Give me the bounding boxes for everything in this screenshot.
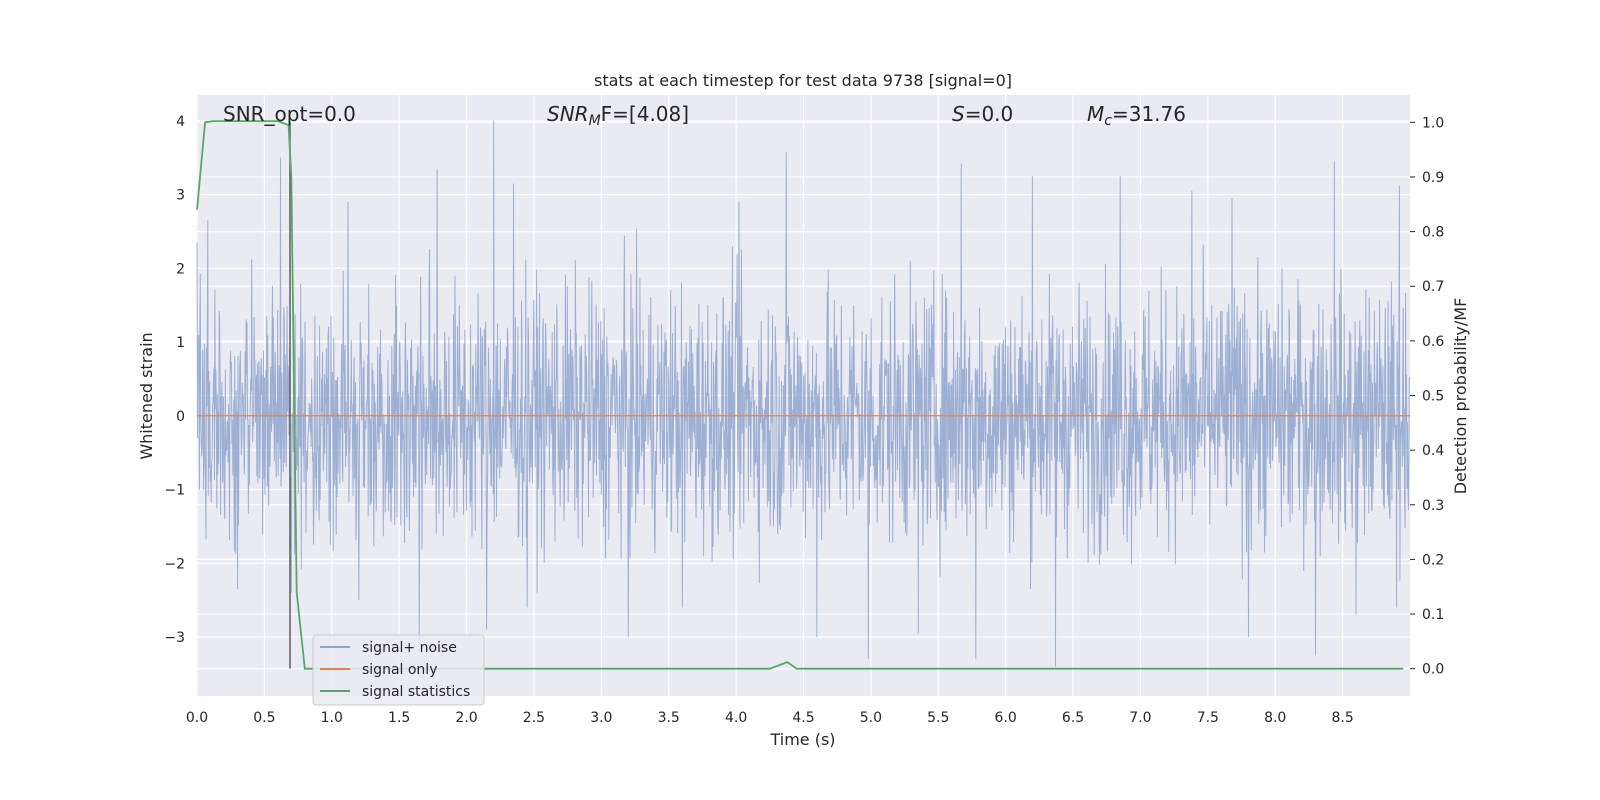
signal-noise-series: [196, 120, 1411, 667]
y-left-tick-label: 4: [176, 114, 185, 130]
annotation-mc-sub: c: [1104, 113, 1112, 129]
x-tick-label: 0.0: [186, 710, 208, 726]
annotation-snr-mf-rest: F=[4.08]: [601, 102, 689, 126]
y-left-tick-labels: −3 −2 −1 0 1 2 3 4: [164, 114, 185, 646]
x-tick-label: 3.5: [658, 710, 680, 726]
x-tick-label: 4.0: [725, 710, 747, 726]
y-right-tick-label: 0.9: [1422, 170, 1444, 186]
y-right-tick-label: 0.5: [1422, 389, 1444, 405]
x-axis-label: Time (s): [769, 730, 835, 749]
y-axis-right-label: Detection probability/MF: [1451, 298, 1470, 495]
x-tick-label: 1.0: [321, 710, 343, 726]
x-tick-label: 7.0: [1129, 710, 1151, 726]
y-left-tick-label: 3: [176, 188, 185, 204]
y-left-tick-label: −3: [164, 630, 185, 646]
annotation-snr-mf: SNRMF=[4.08]: [547, 102, 689, 129]
x-tick-label: 6.5: [1062, 710, 1084, 726]
y-left-tick-label: 1: [176, 335, 185, 351]
annotation-snr-mf-main: SNR: [547, 102, 589, 126]
y-right-tick-label: 0.8: [1422, 225, 1444, 241]
x-tick-label: 3.0: [590, 710, 612, 726]
x-tick-label: 6.0: [995, 710, 1017, 726]
annotation-mc-main: M: [1087, 102, 1104, 126]
chart-title: stats at each timestep for test data 973…: [594, 71, 1012, 90]
annotation-s: S=0.0: [952, 102, 1013, 126]
x-tick-label: 2.0: [455, 710, 477, 726]
signal-noise-line: [196, 120, 1411, 667]
annotation-s-rest: =0.0: [965, 102, 1014, 126]
x-tick-label: 4.5: [792, 710, 814, 726]
y-right-tick-label: 0.1: [1422, 607, 1444, 623]
x-tick-label: 1.5: [388, 710, 410, 726]
y-right-tick-label: 0.4: [1422, 443, 1444, 459]
annotation-s-main: S: [952, 102, 965, 126]
y-left-tick-label: 2: [176, 261, 185, 277]
annotation-mc: Mc=31.76: [1087, 102, 1186, 129]
legend-label-signal-only: signal only: [362, 662, 437, 678]
x-tick-label: 8.0: [1264, 710, 1286, 726]
x-tick-label: 2.5: [523, 710, 545, 726]
y-left-tick-label: 0: [176, 409, 185, 425]
y-right-tick-label: 0.6: [1422, 334, 1444, 350]
x-tick-label: 7.5: [1197, 710, 1219, 726]
legend-label-signal-statistics: signal statistics: [362, 684, 470, 700]
legend-label-signal-noise: signal+ noise: [362, 640, 457, 656]
annotation-snr-mf-sub: M: [589, 113, 601, 129]
legend: signal+ noise signal only signal statist…: [312, 634, 485, 706]
x-tick-labels: 0.0 0.5 1.0 1.5 2.0 2.5 3.0 3.5 4.0 4.5 5.0 5.5 6.0 6…: [186, 710, 1354, 726]
y-right-tick-labels: 0.0 0.1 0.2 0.3 0.4 0.5 0.6 0.7 0.8 0.9 1.0: [1410, 115, 1444, 678]
x-tick-label: 5.5: [927, 710, 949, 726]
y-axis-left-label: Whitened strain: [137, 332, 156, 459]
y-right-tick-label: 1.0: [1422, 115, 1444, 131]
y-left-tick-label: −2: [164, 556, 185, 572]
legend-box: [312, 634, 485, 706]
annotation-snr-opt: SNR_opt=0.0: [223, 102, 356, 126]
y-right-tick-label: 0.3: [1422, 498, 1444, 514]
x-tick-label: 5.0: [860, 710, 882, 726]
x-tick-label: 8.5: [1331, 710, 1353, 726]
annotation-mc-rest: =31.76: [1112, 102, 1186, 126]
y-right-tick-label: 0.0: [1422, 662, 1444, 678]
y-left-tick-label: −1: [164, 483, 185, 499]
x-tick-label: 0.5: [253, 710, 275, 726]
y-right-tick-label: 0.7: [1422, 279, 1444, 295]
y-right-tick-label: 0.2: [1422, 552, 1444, 568]
